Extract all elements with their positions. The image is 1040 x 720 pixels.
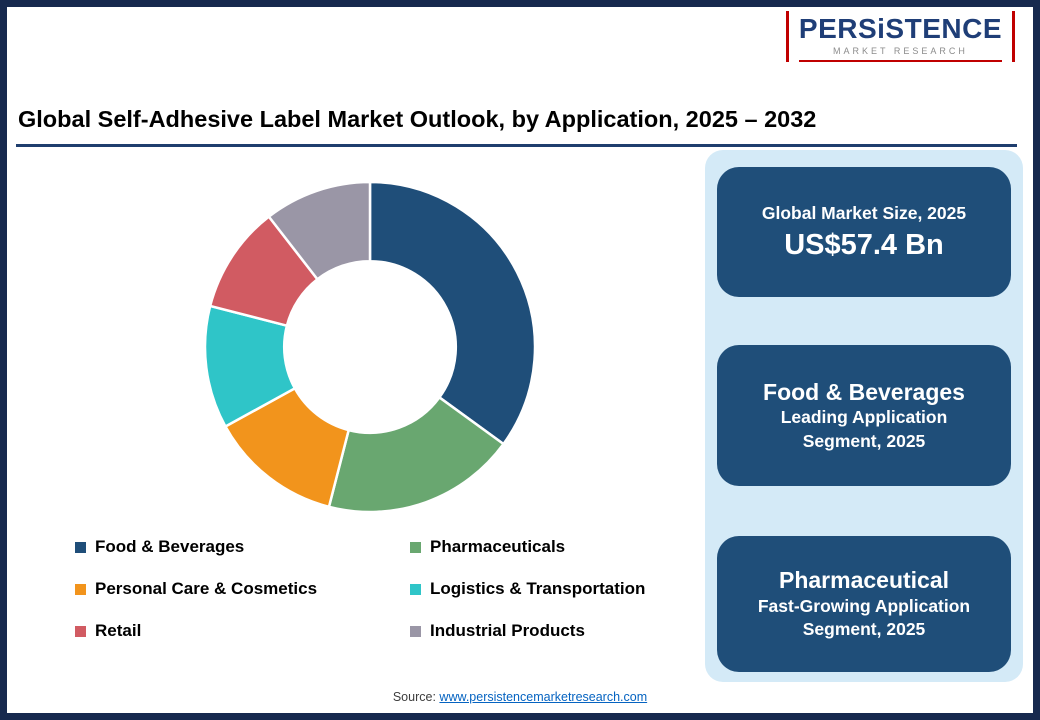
fast-growing-segment-label: Fast-Growing Application Segment, 2025 (757, 595, 971, 640)
chart-legend: Food & Beverages Pharmaceuticals Persona… (75, 537, 645, 641)
leading-segment-name: Food & Beverages (763, 378, 965, 405)
legend-item: Food & Beverages (75, 537, 410, 557)
legend-label: Personal Care & Cosmetics (95, 579, 318, 598)
leading-segment-card: Food & Beverages Leading Application Seg… (717, 345, 1011, 486)
donut-chart (203, 180, 537, 514)
leading-segment-label: Leading Application Segment, 2025 (780, 407, 948, 451)
page-title: Global Self-Adhesive Label Market Outloo… (18, 106, 817, 132)
legend-item: Industrial Products (410, 621, 645, 641)
legend-label: Food & Beverages (95, 537, 245, 556)
fast-growing-segment-card: Pharmaceutical Fast-Growing Application … (717, 536, 1011, 672)
source-label: Source: (392, 690, 436, 704)
legend-item: Retail (75, 621, 410, 641)
logo-right-accent-bar (1012, 11, 1015, 63)
legend-label: Logistics & Transportation (430, 579, 646, 598)
logo-left-accent-bar (785, 11, 789, 63)
logo-body: PERSiSTENCE MARKET RESEARCH (789, 11, 1012, 63)
legend-swatch-industrial-products (410, 625, 421, 637)
legend-swatch-retail (75, 625, 86, 637)
market-size-value: US$57.4 Bn (784, 229, 944, 262)
legend-swatch-logistics-transportation (410, 583, 421, 595)
logo-wordmark: PERSiSTENCE (798, 13, 1002, 44)
legend-label: Industrial Products (430, 621, 585, 640)
donut-segment-pharmaceuticals (327, 395, 506, 514)
market-size-card: Global Market Size, 2025 US$57.4 Bn (717, 167, 1011, 297)
legend-swatch-personal-care-cosmetics (75, 583, 86, 595)
donut-segment-food-beverages (368, 180, 537, 446)
market-size-label: Global Market Size, 2025 (761, 203, 967, 224)
logo-tagline: MARKET RESEARCH (798, 46, 1002, 63)
title-underline (16, 144, 1017, 147)
highlights-panel: Global Market Size, 2025 US$57.4 Bn Food… (705, 150, 1023, 682)
fast-growing-segment-name: Pharmaceutical (778, 567, 950, 593)
legend-swatch-pharmaceuticals (410, 541, 421, 553)
legend-swatch-food-beverages (75, 541, 86, 553)
legend-label: Pharmaceuticals (430, 537, 566, 556)
source-link[interactable]: www.persistencemarketresearch.com (439, 690, 648, 704)
legend-item: Pharmaceuticals (410, 537, 645, 557)
source-line: Source: www.persistencemarketresearch.co… (7, 690, 1033, 704)
legend-item: Logistics & Transportation (410, 579, 645, 599)
legend-item: Personal Care & Cosmetics (75, 579, 410, 599)
persistence-logo: PERSiSTENCE MARKET RESEARCH (785, 11, 1015, 63)
legend-label: Retail (95, 621, 142, 640)
donut-segment-industrial-products (267, 180, 372, 281)
